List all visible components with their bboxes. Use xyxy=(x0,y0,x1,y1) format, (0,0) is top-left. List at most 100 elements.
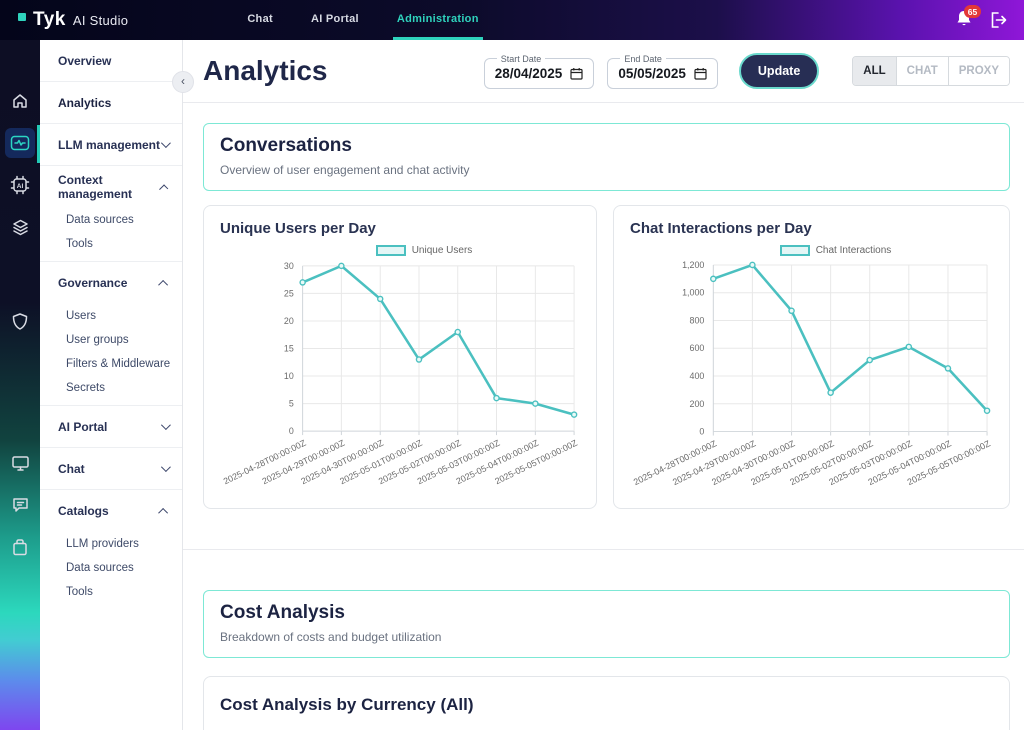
nav-subitem-user-groups[interactable]: User groups xyxy=(66,334,129,346)
logo-brand: Tyk xyxy=(33,9,66,30)
analytics-icon[interactable] xyxy=(5,128,35,158)
nav-subitem-tools[interactable]: Tools xyxy=(66,238,93,250)
nav-item-analytics[interactable]: Analytics xyxy=(40,82,182,124)
svg-text:1,000: 1,000 xyxy=(682,288,704,298)
tab-chat[interactable]: Chat xyxy=(247,12,273,25)
shield-icon[interactable] xyxy=(5,306,35,336)
nav-subitem-users[interactable]: Users xyxy=(66,310,97,322)
svg-text:10: 10 xyxy=(284,371,294,381)
tab-ai-portal[interactable]: AI Portal xyxy=(310,12,359,25)
cost-by-currency-title: Cost Analysis by Currency (All) xyxy=(220,695,474,714)
svg-text:25: 25 xyxy=(284,288,294,298)
conversations-section-card: Conversations Overview of user engagemen… xyxy=(203,123,1010,191)
svg-text:AI: AI xyxy=(17,183,24,190)
logo-dot-icon xyxy=(18,13,26,21)
notification-badge: 65 xyxy=(964,5,981,18)
svg-text:1,200: 1,200 xyxy=(682,260,704,270)
legend-swatch-icon xyxy=(375,245,406,256)
chat-interactions-chart-card: Chat Interactions per Day Chat Interacti… xyxy=(613,205,1010,509)
nav-item-ai-portal[interactable]: AI Portal xyxy=(40,406,182,448)
layers-icon[interactable] xyxy=(5,212,35,242)
segment-proxy[interactable]: PROXY xyxy=(947,57,1009,85)
nav-subitem-secrets[interactable]: Secrets xyxy=(66,382,105,394)
svg-text:800: 800 xyxy=(690,315,705,325)
svg-text:30: 30 xyxy=(284,261,294,271)
active-indicator-bar xyxy=(37,125,40,163)
svg-text:600: 600 xyxy=(690,343,705,353)
nav-item-catalogs[interactable]: Catalogs xyxy=(40,490,182,532)
collapse-sidebar-button[interactable]: ‹ xyxy=(172,71,194,93)
chevron-down-icon xyxy=(160,462,171,473)
calendar-icon[interactable] xyxy=(694,67,707,80)
svg-text:0: 0 xyxy=(289,426,294,436)
nav-group-catalogs: Catalogs LLM providers Data sources Tool… xyxy=(40,490,182,609)
monitor-icon[interactable] xyxy=(5,448,35,478)
nav-item-overview[interactable]: Overview xyxy=(40,40,182,82)
cost-by-currency-card: Cost Analysis by Currency (All) xyxy=(203,676,1010,730)
nav-group-governance: Governance Users User groups Filters & M… xyxy=(40,262,182,406)
nav-subitem-data-sources[interactable]: Data sources xyxy=(66,214,134,226)
page-title: Analytics xyxy=(203,55,328,86)
end-date-value: 05/05/2025 xyxy=(618,65,686,81)
svg-text:15: 15 xyxy=(284,343,294,353)
nav-group-context-management: Context management Data sources Tools xyxy=(40,166,182,262)
chevron-up-icon xyxy=(158,507,169,518)
start-date-field[interactable]: Start Date 28/04/2025 xyxy=(483,53,595,89)
cost-analysis-section-card: Cost Analysis Breakdown of costs and bud… xyxy=(203,590,1010,658)
nav-item-llm-management[interactable]: LLM management xyxy=(40,124,182,166)
chat-interactions-chart-title: Chat Interactions per Day xyxy=(630,220,812,237)
svg-text:400: 400 xyxy=(690,371,705,381)
icon-sidebar: AI xyxy=(0,40,40,730)
chevron-down-icon xyxy=(160,138,171,149)
unique-users-line-chart: 0510152025302025-04-28T00:00:00Z2025-04-… xyxy=(222,261,580,487)
svg-text:200: 200 xyxy=(690,399,705,409)
collapse-chevron-icon: ‹ xyxy=(181,74,185,88)
chat-bubble-icon[interactable] xyxy=(5,490,35,520)
calendar-icon[interactable] xyxy=(570,67,583,80)
nav-panel: Overview Analytics LLM management Contex… xyxy=(40,40,183,730)
notifications-bell[interactable]: 65 xyxy=(955,5,981,31)
tyk-logo: Tyk AI Studio xyxy=(18,9,128,31)
cost-analysis-title: Cost Analysis xyxy=(220,602,345,623)
scope-segmented-control: ALL CHAT PROXY xyxy=(852,56,1010,86)
svg-text:5: 5 xyxy=(289,399,294,409)
logout-icon[interactable] xyxy=(989,11,1008,29)
start-date-value: 28/04/2025 xyxy=(494,65,563,81)
update-button[interactable]: Update xyxy=(738,53,820,89)
unique-users-legend[interactable]: Unique Users xyxy=(268,245,580,256)
header-tabs: Chat AI Portal Administration xyxy=(243,0,483,40)
unique-users-chart-card: Unique Users per Day Unique Users 0 5 10 15… xyxy=(203,205,597,509)
ai-chip-icon[interactable]: AI xyxy=(5,170,35,200)
nav-item-governance[interactable]: Governance xyxy=(40,262,182,304)
nav-item-context-management[interactable]: Context management xyxy=(40,166,182,208)
end-date-label: End Date xyxy=(624,53,662,64)
conversations-subtitle: Overview of user engagement and chat act… xyxy=(220,163,470,177)
end-date-field[interactable]: End Date 05/05/2025 xyxy=(607,53,718,89)
catalog-box-icon[interactable] xyxy=(5,532,35,562)
logo-product: AI Studio xyxy=(72,13,129,28)
nav-item-chat[interactable]: Chat xyxy=(40,448,182,490)
top-header: Tyk AI Studio Chat AI Portal Administrat… xyxy=(0,0,1024,40)
nav-subitem-data-sources-2[interactable]: Data sources xyxy=(66,562,134,574)
chevron-down-icon xyxy=(160,420,171,431)
segment-chat[interactable]: CHAT xyxy=(895,57,948,85)
conversations-title: Conversations xyxy=(220,135,352,156)
main-header: Analytics Start Date 28/04/2025 End Date… xyxy=(183,40,1024,103)
chat-interactions-line-chart: 02004006008001,0001,2002025-04-28T00:00:… xyxy=(632,260,993,487)
home-icon[interactable] xyxy=(5,86,35,116)
chevron-up-icon xyxy=(158,279,169,290)
segment-all[interactable]: ALL xyxy=(853,57,896,85)
legend-swatch-icon xyxy=(779,245,810,256)
cost-analysis-subtitle: Breakdown of costs and budget utilizatio… xyxy=(220,630,442,644)
section-divider xyxy=(183,549,1024,550)
unique-users-chart-title: Unique Users per Day xyxy=(220,220,376,237)
svg-text:20: 20 xyxy=(284,316,294,326)
nav-subitem-tools-2[interactable]: Tools xyxy=(66,586,93,598)
svg-text:0: 0 xyxy=(699,427,704,437)
nav-subitem-llm-providers[interactable]: LLM providers xyxy=(66,538,139,550)
main-area: Analytics Start Date 28/04/2025 End Date… xyxy=(183,40,1024,730)
nav-subitem-filters-middleware[interactable]: Filters & Middleware xyxy=(66,358,171,370)
start-date-label: Start Date xyxy=(500,53,542,64)
tab-administration[interactable]: Administration xyxy=(392,0,483,40)
chat-interactions-legend[interactable]: Chat Interactions xyxy=(678,245,993,256)
